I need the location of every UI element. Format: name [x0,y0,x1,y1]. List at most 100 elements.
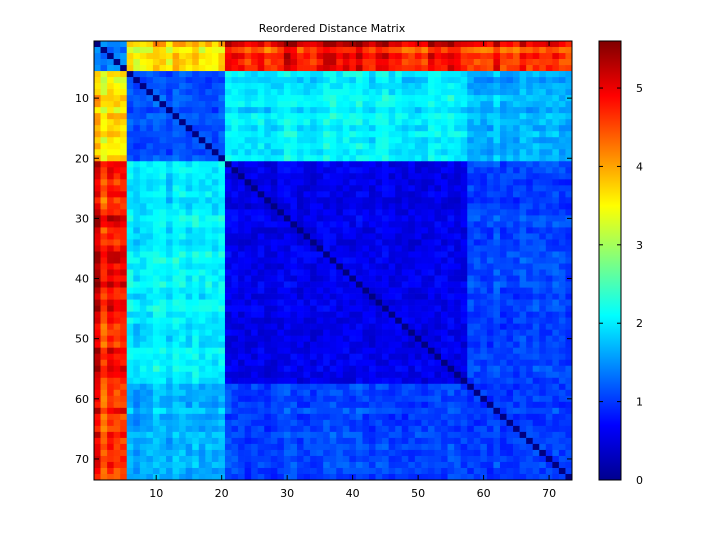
heatmap-cell [565,293,573,300]
heatmap-cell [480,83,488,90]
heatmap-cell [139,197,147,204]
heatmap-cell [264,305,272,312]
heatmap-cell [283,77,291,84]
heatmap-cell [558,191,566,198]
heatmap-cell [447,359,455,367]
heatmap-cell [152,197,160,204]
heatmap-cell [94,119,101,126]
heatmap-cell [152,305,160,312]
heatmap-cell [323,371,331,379]
heatmap-cell [355,305,363,312]
heatmap-cell [107,101,114,108]
heatmap-cell [290,407,298,415]
heatmap-cell [139,83,147,90]
heatmap-cell [120,59,128,66]
heatmap-cell [467,215,475,222]
heatmap-cell [238,329,245,337]
heatmap-cell [120,173,128,180]
heatmap-cell [493,347,501,355]
heatmap-cell [441,233,448,240]
heatmap-cell [349,335,357,343]
heatmap-cell [100,347,108,355]
heatmap-cell [558,329,566,337]
heatmap-cell [336,167,344,174]
heatmap-cell [506,419,514,427]
heatmap-cell [499,65,507,72]
heatmap-cell [211,371,219,379]
heatmap-cell [316,149,324,156]
heatmap-cell [133,161,141,168]
heatmap-cell [159,341,167,349]
heatmap-cell [133,149,141,156]
heatmap-cell [120,143,128,150]
heatmap-cell [231,185,239,192]
heatmap-cell [460,245,468,252]
heatmap-cell [172,359,180,367]
heatmap-cell [369,341,376,349]
heatmap-cell [454,305,462,312]
heatmap-cell [382,419,390,427]
heatmap-cell [159,221,167,228]
heatmap-cell [107,161,114,168]
heatmap-cell [113,239,121,246]
heatmap-cell [480,71,488,78]
heatmap-cell [558,311,566,318]
heatmap-cell [408,53,416,60]
heatmap-cell [290,431,298,439]
heatmap-cell [224,89,232,96]
heatmap-cell [146,71,154,78]
heatmap-cell [473,143,481,150]
heatmap-cell [179,77,187,84]
heatmap-cell [506,413,514,421]
heatmap-cell [166,161,173,168]
heatmap-cell [296,419,304,427]
heatmap-cell [336,101,344,108]
heatmap-cell [401,101,409,108]
heatmap-cell [349,101,357,108]
heatmap-cell [336,119,344,126]
heatmap-cell [179,401,187,409]
heatmap-cell [277,149,285,156]
heatmap-cell [473,83,481,90]
heatmap-cell [277,125,285,132]
heatmap-cell [382,113,390,120]
heatmap-cell [545,377,553,385]
heatmap-cell [159,281,167,288]
heatmap-cell [539,83,547,90]
heatmap-cell [454,239,462,246]
heatmap-cell [192,233,200,240]
heatmap-cell [126,371,134,379]
heatmap-cell [303,395,311,403]
heatmap-cell [100,101,108,108]
heatmap-cell [231,293,239,300]
heatmap-cell [323,155,331,162]
heatmap-cell [401,257,409,264]
heatmap-cell [264,335,272,343]
heatmap-cell [100,377,108,385]
heatmap-cell [179,155,187,162]
heatmap-cell [480,305,488,312]
heatmap-cell [329,443,337,451]
heatmap-cell [342,143,350,150]
heatmap-cell [401,107,409,114]
heatmap-cell [166,83,173,90]
heatmap-cell [205,83,213,90]
heatmap-cell [113,395,121,403]
heatmap-cell [369,347,376,355]
heatmap-cell [100,269,108,276]
heatmap-cell [388,431,396,439]
heatmap-cell [388,305,396,312]
heatmap-cell [310,431,317,439]
heatmap-cell [146,143,154,150]
heatmap-cell [126,395,134,403]
heatmap-cell [310,107,317,114]
heatmap-cell [519,137,527,144]
heatmap-cell [565,125,573,132]
heatmap-cell [513,185,520,192]
heatmap-cell [264,371,272,379]
heatmap-cell [421,143,429,150]
heatmap-cell [526,53,534,60]
heatmap-cell [336,221,344,228]
heatmap-cell [126,53,134,60]
heatmap-cell [257,161,265,168]
